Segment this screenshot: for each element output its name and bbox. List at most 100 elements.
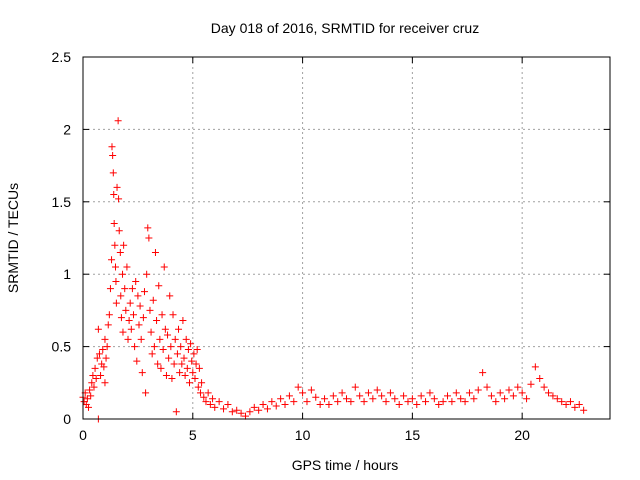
data-point	[237, 409, 245, 417]
data-point	[250, 403, 258, 411]
data-point	[505, 386, 513, 394]
x-tick-label: 15	[405, 427, 421, 443]
data-point	[255, 406, 263, 414]
data-point	[119, 270, 127, 278]
data-point	[378, 392, 386, 400]
data-point	[109, 169, 117, 177]
data-point	[549, 392, 557, 400]
data-point	[206, 401, 214, 409]
data-point	[142, 389, 150, 397]
data-point	[97, 372, 105, 380]
data-point	[135, 321, 143, 329]
data-point	[474, 386, 482, 394]
y-tick-label: 1	[63, 266, 71, 282]
data-point	[106, 285, 114, 293]
data-point	[448, 398, 456, 406]
data-point	[259, 401, 267, 409]
data-point	[134, 292, 142, 300]
data-point	[334, 398, 342, 406]
data-point	[117, 292, 125, 300]
data-point	[123, 263, 131, 271]
data-point	[112, 277, 120, 285]
data-point	[558, 398, 566, 406]
data-point	[86, 386, 94, 394]
data-point	[209, 395, 217, 403]
data-point	[100, 363, 108, 371]
data-point	[124, 335, 132, 343]
data-point	[299, 389, 307, 397]
data-point	[115, 195, 123, 203]
data-point	[241, 412, 249, 420]
data-point	[119, 328, 127, 336]
data-point	[101, 379, 109, 387]
data-point	[110, 191, 118, 199]
data-point	[356, 392, 364, 400]
data-point	[154, 360, 162, 368]
data-point	[224, 401, 232, 409]
data-point	[122, 306, 130, 314]
data-point	[148, 350, 156, 358]
data-point	[382, 398, 390, 406]
x-tick-label: 20	[514, 427, 530, 443]
y-axis-label: SRMTID / TECUs	[5, 183, 21, 293]
data-point	[571, 403, 579, 411]
data-point	[164, 331, 172, 339]
data-point	[104, 321, 112, 329]
data-point	[143, 270, 151, 278]
data-point	[196, 389, 204, 397]
data-point	[151, 248, 159, 256]
data-point	[173, 350, 181, 358]
data-point	[294, 383, 302, 391]
data-point	[316, 401, 324, 409]
data-point	[108, 143, 116, 151]
data-point	[128, 285, 136, 293]
data-point	[83, 395, 91, 403]
data-point	[111, 241, 119, 249]
data-point	[347, 398, 355, 406]
y-tick-label: 2	[63, 121, 71, 137]
data-point	[461, 398, 469, 406]
data-point	[171, 335, 179, 343]
data-point	[161, 325, 169, 333]
data-point	[553, 395, 561, 403]
data-point	[165, 354, 173, 362]
data-point	[169, 311, 177, 319]
data-point	[149, 296, 157, 304]
data-point	[277, 395, 285, 403]
data-point	[228, 408, 236, 416]
x-axis-label: GPS time / hours	[292, 457, 399, 473]
data-point	[99, 345, 107, 353]
data-point	[178, 360, 186, 368]
data-point	[373, 386, 381, 394]
data-point	[408, 395, 416, 403]
data-point	[395, 401, 403, 409]
data-point	[518, 389, 526, 397]
data-point	[102, 354, 110, 362]
data-point	[540, 383, 548, 391]
data-point	[105, 311, 113, 319]
data-point	[457, 395, 465, 403]
data-point	[312, 393, 320, 401]
data-point	[147, 328, 155, 336]
data-point	[125, 317, 133, 325]
data-point	[111, 263, 119, 271]
data-point	[492, 398, 500, 406]
data-point	[211, 403, 219, 411]
data-point	[545, 389, 553, 397]
x-tick-label: 5	[189, 427, 197, 443]
data-point	[329, 392, 337, 400]
data-point	[202, 398, 210, 406]
data-point	[435, 401, 443, 409]
data-point	[215, 398, 223, 406]
data-point	[190, 350, 198, 358]
data-point	[204, 389, 212, 397]
data-point	[88, 379, 96, 387]
data-point	[343, 395, 350, 403]
data-point	[184, 345, 192, 353]
data-point	[159, 345, 167, 353]
data-point	[183, 364, 191, 372]
data-point	[386, 389, 394, 397]
data-point	[281, 401, 289, 409]
